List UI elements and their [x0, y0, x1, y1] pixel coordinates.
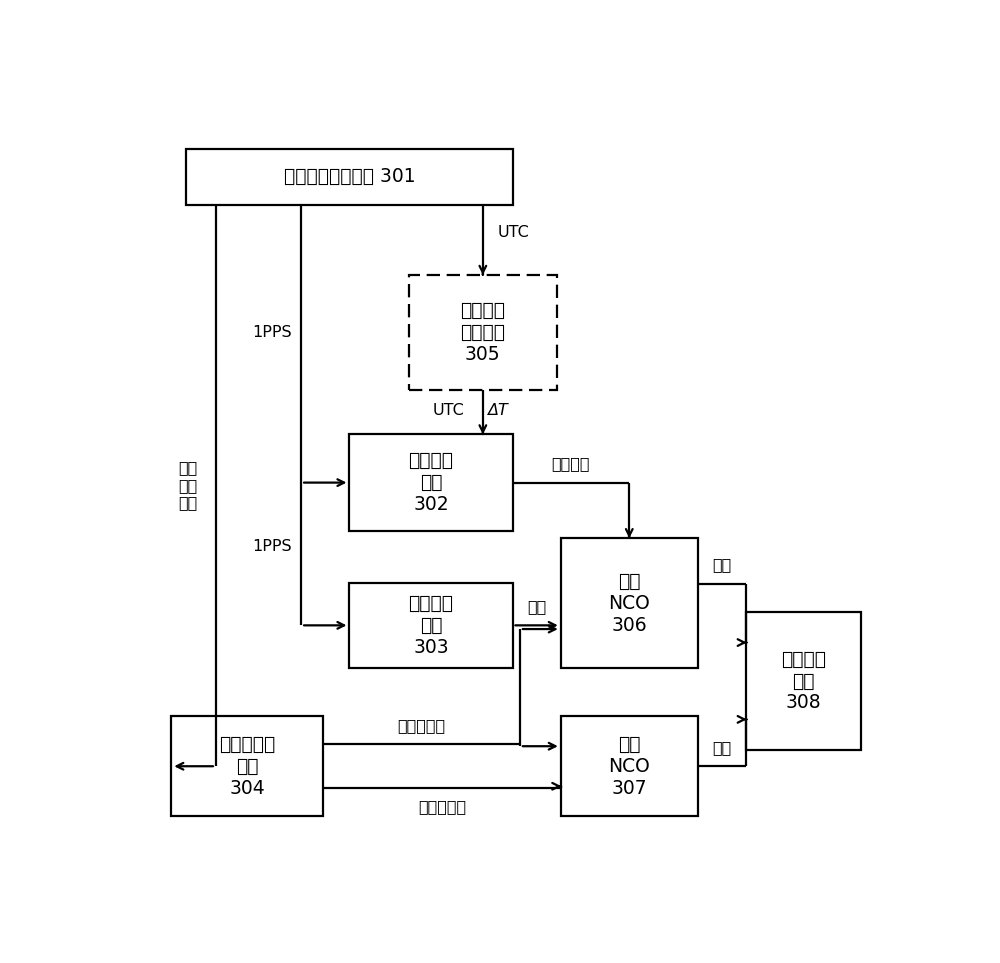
Text: 码钟
NCO
306: 码钟 NCO 306 [608, 572, 650, 635]
Text: ΔT: ΔT [487, 403, 507, 418]
Text: 触发信号: 触发信号 [552, 456, 590, 472]
Bar [561, 538, 698, 668]
Bar [186, 149, 512, 204]
Text: 钟差测量
模块
303: 钟差测量 模块 303 [408, 594, 453, 657]
Text: 多普勒频偏: 多普勒频偏 [418, 799, 466, 815]
Bar [171, 716, 323, 817]
Text: 数字收发
模块
308: 数字收发 模块 308 [781, 649, 826, 713]
Text: 钟差: 钟差 [527, 599, 546, 614]
Text: 码相位差
计算模块
305: 码相位差 计算模块 305 [460, 301, 505, 364]
Text: 1PPS: 1PPS [253, 539, 292, 554]
Text: UTC: UTC [498, 224, 529, 240]
Text: 载波
NCO
307: 载波 NCO 307 [608, 735, 650, 797]
Text: 位置
速度
时间: 位置 速度 时间 [178, 460, 197, 510]
Text: 码钟: 码钟 [712, 558, 732, 573]
Text: UTC: UTC [433, 403, 464, 418]
Text: 多普勒码偏: 多普勒码偏 [398, 718, 446, 733]
Bar [746, 612, 861, 749]
Bar [409, 275, 557, 390]
Text: 载波: 载波 [712, 741, 732, 755]
Text: 触发逻辑
模块
302: 触发逻辑 模块 302 [408, 451, 453, 514]
Bar [349, 583, 512, 668]
Bar [349, 434, 512, 531]
Text: 卫星导航授时模块 301: 卫星导航授时模块 301 [284, 168, 415, 186]
Bar [561, 716, 698, 817]
Text: 1PPS: 1PPS [253, 325, 292, 340]
Text: 多普勒计算
模块
304: 多普勒计算 模块 304 [219, 735, 276, 797]
